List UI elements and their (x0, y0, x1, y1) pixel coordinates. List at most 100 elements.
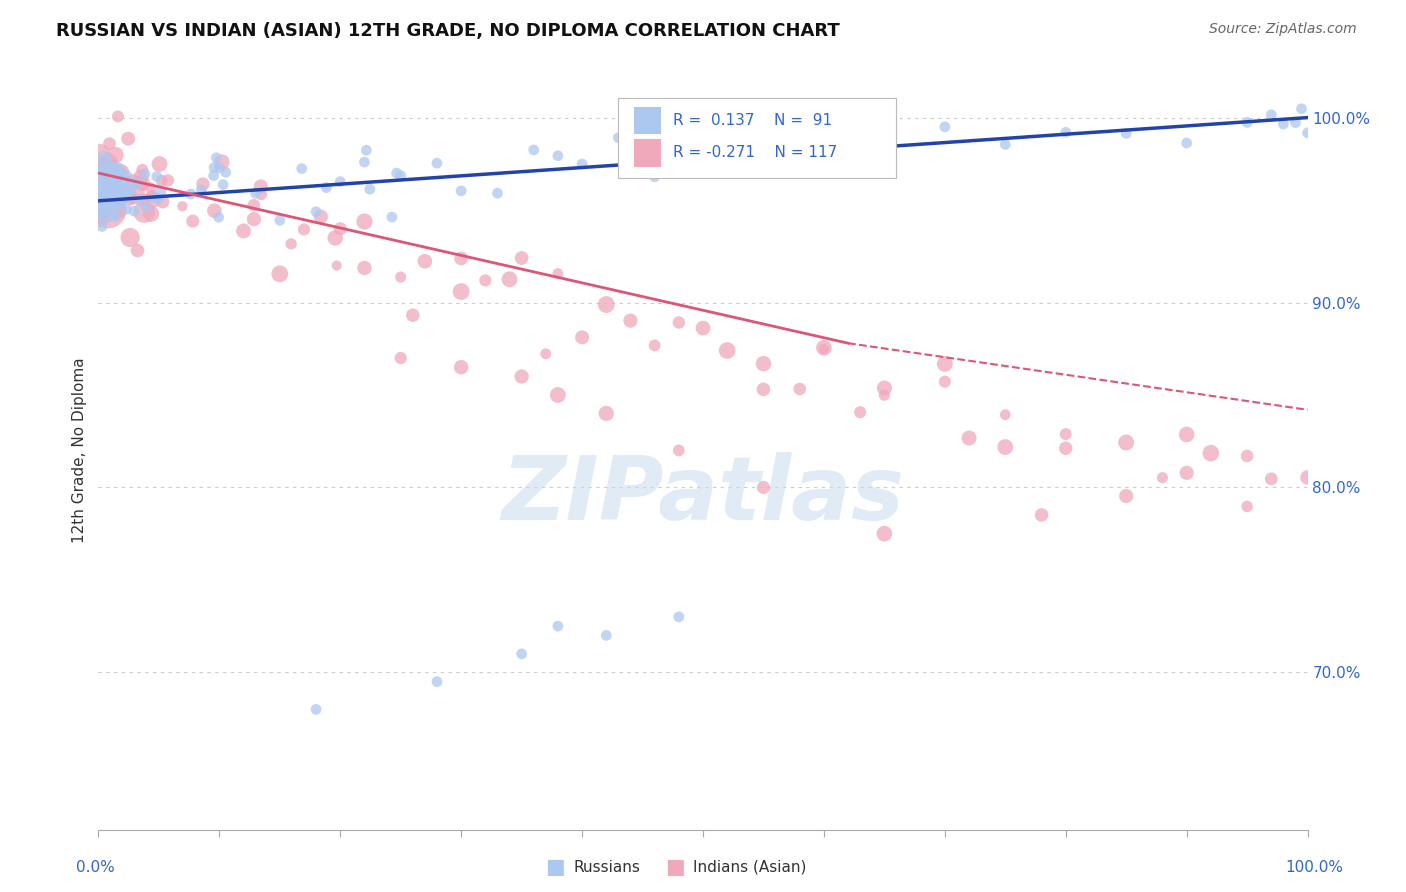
Text: ■: ■ (546, 857, 565, 877)
Point (249, 179, 271, 194)
Point (426, 674, 449, 689)
Point (353, 214, 375, 228)
Point (131, 162, 153, 177)
Point (141, 189, 163, 203)
Point (120, 230, 142, 244)
Point (243, 212, 266, 227)
Point (93, 207, 115, 221)
Text: ZIPatlas: ZIPatlas (502, 452, 904, 540)
Point (150, 185, 173, 199)
Point (115, 202, 138, 216)
Text: Source: ZipAtlas.com: Source: ZipAtlas.com (1209, 22, 1357, 37)
FancyBboxPatch shape (619, 98, 897, 178)
Point (190, 183, 212, 197)
Point (426, 156, 449, 170)
Point (934, 375, 956, 389)
Point (323, 231, 346, 245)
Point (1152, 470, 1174, 484)
Point (107, 166, 129, 180)
Point (356, 143, 378, 157)
Point (122, 175, 145, 189)
Point (994, 408, 1017, 422)
Point (103, 187, 125, 202)
Point (232, 224, 254, 238)
Point (212, 178, 235, 192)
Point (692, 153, 714, 168)
Point (94, 173, 117, 187)
Point (571, 157, 593, 171)
Point (215, 165, 238, 179)
Point (89, 211, 111, 225)
Point (250, 187, 273, 202)
Point (90, 194, 112, 208)
Point (1115, 435, 1137, 450)
Point (668, 316, 690, 330)
Point (148, 157, 170, 171)
Point (101, 191, 124, 205)
Point (120, 190, 142, 204)
Text: Indians (Asian): Indians (Asian) (693, 860, 807, 874)
Point (156, 173, 179, 187)
Point (148, 192, 170, 206)
Text: 100.0%: 100.0% (1285, 860, 1344, 874)
Point (243, 198, 266, 212)
Point (152, 194, 174, 209)
Point (97, 176, 120, 190)
Point (115, 169, 138, 184)
Point (381, 210, 404, 224)
Point (89, 195, 111, 210)
Point (94, 186, 117, 201)
Point (353, 260, 375, 275)
Point (329, 175, 352, 189)
Point (873, 381, 896, 395)
Point (752, 480, 775, 494)
Point (309, 210, 332, 224)
Point (202, 169, 225, 183)
Point (292, 222, 315, 236)
Point (89, 146, 111, 161)
Point (110, 182, 132, 196)
Point (1054, 427, 1077, 442)
Point (1175, 427, 1198, 442)
Point (389, 351, 412, 365)
Text: Russians: Russians (574, 860, 641, 874)
Point (1236, 115, 1258, 129)
Point (94, 181, 117, 195)
Point (104, 190, 127, 204)
Point (873, 388, 896, 402)
Point (104, 178, 127, 193)
Point (96, 155, 118, 169)
Point (813, 341, 835, 355)
Point (523, 143, 546, 157)
Point (716, 343, 738, 358)
Point (752, 136, 775, 151)
Point (595, 297, 617, 311)
Point (143, 191, 166, 205)
Point (450, 184, 472, 198)
Point (103, 189, 125, 203)
Point (595, 628, 617, 642)
Point (389, 270, 412, 285)
Y-axis label: 12th Grade, No Diploma: 12th Grade, No Diploma (72, 358, 87, 543)
Point (595, 407, 617, 421)
Point (510, 251, 533, 265)
Point (510, 369, 533, 384)
Point (202, 161, 225, 175)
FancyBboxPatch shape (634, 107, 661, 134)
Point (692, 321, 714, 335)
Point (1260, 108, 1282, 122)
Point (957, 431, 980, 445)
Point (474, 273, 496, 287)
Point (208, 161, 231, 175)
Point (644, 169, 666, 184)
Point (93, 194, 115, 208)
Point (180, 187, 202, 202)
Point (305, 702, 328, 716)
FancyBboxPatch shape (634, 139, 661, 167)
Point (91, 187, 114, 202)
Point (172, 199, 194, 213)
Point (208, 211, 231, 225)
Point (359, 182, 381, 196)
Point (97, 177, 120, 191)
Point (1236, 500, 1258, 514)
